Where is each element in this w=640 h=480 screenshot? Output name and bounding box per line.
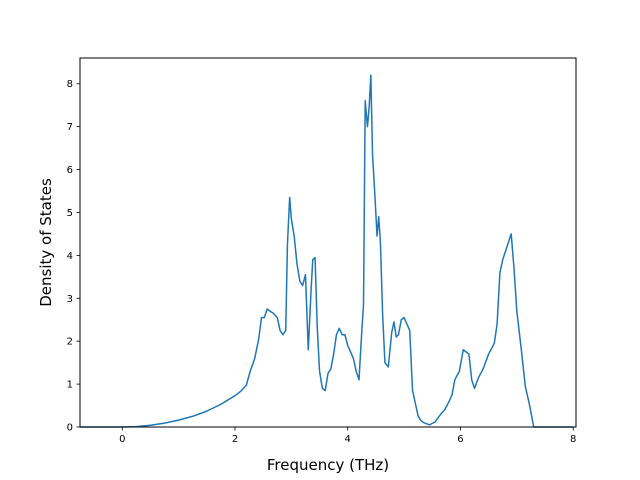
x-tick-label: 4 (345, 434, 351, 445)
y-tick-label: 2 (67, 337, 73, 348)
y-tick-label: 7 (67, 122, 73, 133)
plot-frame (79, 57, 577, 428)
x-axis-label: Frequency (THz) (267, 456, 389, 474)
x-tick-label: 0 (119, 434, 125, 445)
dos-series-line (80, 74, 574, 428)
axes-layer: 0 2 4 6 8 0 1 2 3 4 5 6 7 8 (67, 79, 577, 445)
x-tick-label: 8 (570, 434, 576, 445)
x-tick-label: 2 (232, 434, 238, 445)
plot-data-layer (80, 74, 574, 428)
y-tick-label: 3 (67, 294, 73, 305)
y-tick-label: 4 (67, 251, 73, 262)
y-tick-label: 1 (67, 380, 73, 391)
x-tick-label: 6 (457, 434, 463, 445)
y-tick-label: 5 (67, 208, 73, 219)
y-tick-label: 6 (67, 165, 73, 176)
y-tick-label: 8 (67, 79, 73, 90)
y-tick-label: 0 (67, 423, 73, 434)
y-axis-label: Density of States (37, 178, 55, 307)
